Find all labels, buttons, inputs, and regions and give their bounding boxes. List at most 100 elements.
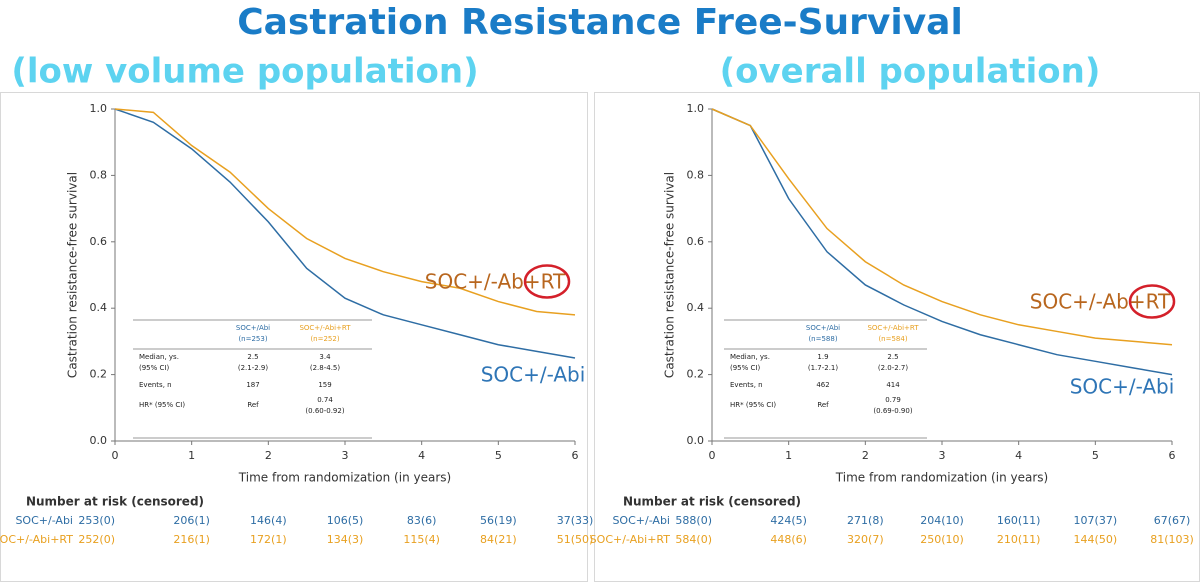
table-cell: 414 (886, 381, 900, 389)
table-header: SOC+/Abi (236, 324, 270, 332)
risk-cell: 250(10) (920, 533, 964, 546)
risk-cell: 134(3) (327, 533, 364, 546)
y-tick-label: 0.8 (90, 168, 108, 181)
y-tick-label: 0.0 (687, 434, 705, 447)
risk-cell: 160(11) (997, 514, 1041, 527)
y-tick-label: 0.8 (687, 168, 705, 181)
table-cell: 187 (246, 381, 259, 389)
risk-cell: 84(21) (480, 533, 517, 546)
table-cell: (2.1-2.9) (238, 364, 269, 372)
table-cell: 2.5 (247, 353, 258, 361)
x-tick-label: 2 (265, 449, 272, 462)
table-cell: Ref (247, 401, 259, 409)
risk-cell: 146(4) (250, 514, 287, 527)
risk-cell: 271(8) (847, 514, 884, 527)
series-label: SOC+/-Abi (1070, 375, 1175, 399)
series-label: SOC+/-Ab+RT (1030, 290, 1171, 314)
risk-cell: 204(10) (920, 514, 964, 527)
y-tick-label: 1.0 (90, 102, 108, 115)
survival-curve (114, 108, 576, 359)
risk-name: SOC+/-Abi (15, 514, 73, 527)
table-row-sublabel: (95% CI) (139, 364, 169, 372)
risk-cell: 216(1) (173, 533, 210, 546)
risk-cell: 320(7) (847, 533, 884, 546)
x-tick-label: 1 (188, 449, 195, 462)
series-label: SOC+/-Abi (481, 363, 586, 387)
risk-cell: 107(37) (1074, 514, 1118, 527)
risk-cell: 448(6) (770, 533, 807, 546)
survival-curve (711, 108, 1173, 346)
y-tick-label: 0.2 (687, 368, 705, 381)
y-tick-label: 0.2 (90, 368, 108, 381)
y-axis-label: Castration resistance-free survival (663, 172, 677, 378)
risk-cell: 115(4) (403, 533, 440, 546)
table-row-label: Events, n (139, 381, 172, 389)
table-cell: 2.5 (887, 353, 898, 361)
x-tick-label: 4 (1015, 449, 1022, 462)
subtitle: (overall population) (720, 52, 1101, 92)
risk-cell: 37(33) (557, 514, 594, 527)
y-tick-label: 0.0 (90, 434, 108, 447)
risk-title: Number at risk (censored) (623, 495, 801, 509)
y-tick-label: 0.6 (90, 235, 108, 248)
table-row-label: Median, ys. (139, 353, 179, 361)
x-axis-label: Time from randomization (in years) (238, 471, 451, 485)
x-tick-label: 4 (418, 449, 425, 462)
table-cell: (2.0-2.7) (878, 364, 909, 372)
y-tick-label: 0.6 (687, 235, 705, 248)
highlight-circle (523, 264, 571, 299)
y-tick-label: 0.4 (90, 301, 108, 314)
risk-cell: 588(0) (675, 514, 712, 527)
subtitle: (low volume population) (11, 52, 478, 92)
risk-cell: 253(0) (78, 514, 115, 527)
risk-name: SOC+/-Abi+RT (590, 533, 671, 546)
x-tick-label: 5 (1092, 449, 1099, 462)
x-tick-label: 0 (112, 449, 119, 462)
table-cell: (0.60-0.92) (305, 407, 344, 415)
risk-cell: 424(5) (770, 514, 807, 527)
table-header-n: (n=252) (310, 335, 339, 343)
x-tick-label: 6 (572, 449, 579, 462)
highlight-circle (1128, 284, 1176, 319)
table-row-label: Events, n (730, 381, 763, 389)
table-row-label: Median, ys. (730, 353, 770, 361)
x-tick-label: 0 (709, 449, 716, 462)
table-cell: (0.69-0.90) (873, 407, 912, 415)
table-cell: (1.7-2.1) (808, 364, 839, 372)
panel (0, 92, 588, 582)
risk-cell: 56(19) (480, 514, 517, 527)
table-cell: 0.74 (317, 396, 333, 404)
table-header-n: (n=584) (878, 335, 907, 343)
table-header-n: (n=253) (238, 335, 267, 343)
series-label: SOC+/-Ab+RT (425, 270, 566, 294)
table-cell: 159 (318, 381, 331, 389)
risk-cell: 172(1) (250, 533, 287, 546)
table-cell: (2.8-4.5) (310, 364, 341, 372)
x-tick-label: 5 (495, 449, 502, 462)
table-header: SOC+/-Abi+RT (299, 324, 351, 332)
x-axis-label: Time from randomization (in years) (835, 471, 1048, 485)
table-header: SOC+/-Abi+RT (867, 324, 919, 332)
x-tick-label: 3 (342, 449, 349, 462)
risk-cell: 67(67) (1154, 514, 1191, 527)
table-cell: 3.4 (319, 353, 331, 361)
risk-cell: 206(1) (173, 514, 210, 527)
x-tick-label: 2 (862, 449, 869, 462)
table-header: SOC+/Abi (806, 324, 840, 332)
risk-name: SOC+/-Abi (612, 514, 670, 527)
risk-title: Number at risk (censored) (26, 495, 204, 509)
y-axis-label: Castration resistance-free survival (66, 172, 80, 378)
risk-cell: 210(11) (997, 533, 1041, 546)
x-tick-label: 1 (785, 449, 792, 462)
x-tick-label: 6 (1169, 449, 1176, 462)
risk-cell: 584(0) (675, 533, 712, 546)
table-cell: 0.79 (885, 396, 901, 404)
table-header-n: (n=588) (808, 335, 837, 343)
risk-cell: 144(50) (1074, 533, 1118, 546)
table-cell: 1.9 (817, 353, 828, 361)
table-row-label: HR* (95% CI) (730, 401, 776, 409)
survival-curve (711, 108, 1173, 376)
risk-cell: 51(50) (557, 533, 594, 546)
table-row-sublabel: (95% CI) (730, 364, 760, 372)
